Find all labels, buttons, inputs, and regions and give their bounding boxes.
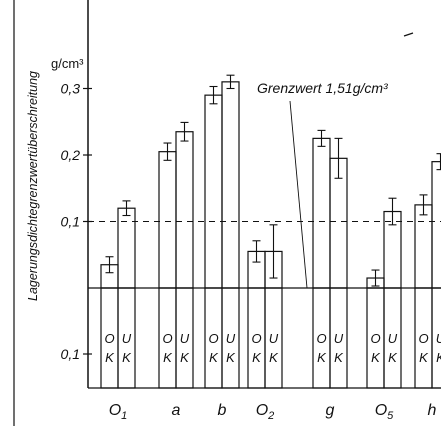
bar-series-marker: K bbox=[122, 350, 132, 365]
y-tick-label: 0,2 bbox=[61, 147, 81, 163]
bar-series-marker: K bbox=[436, 350, 441, 365]
bar-upper bbox=[312, 137, 331, 289]
x-tick-subscript: 2 bbox=[267, 410, 274, 422]
bar-series-marker: K bbox=[163, 350, 173, 365]
bar-series-marker: U bbox=[334, 331, 344, 346]
y-tick-label: 0,1 bbox=[61, 214, 80, 230]
bar-series-marker: K bbox=[252, 350, 262, 365]
bar-upper bbox=[431, 161, 441, 289]
bar-series-marker: O bbox=[418, 331, 428, 346]
y-axis-label: Lagerungsdichtegrenzwertüberschreitung bbox=[26, 71, 40, 301]
reference-lines bbox=[88, 100, 441, 289]
bar-series-marker: O bbox=[104, 331, 114, 346]
bar-upper bbox=[175, 131, 194, 289]
bar-series-marker: K bbox=[419, 350, 429, 365]
y-ticks: 0,3 0,2 0,1 0,1 bbox=[61, 81, 92, 362]
bar-lower bbox=[117, 287, 136, 389]
bar-lower bbox=[175, 287, 194, 389]
bar-series-marker: U bbox=[436, 331, 441, 346]
bar-lower bbox=[329, 287, 348, 389]
x-tick-label: b bbox=[218, 402, 227, 419]
bars: OKUKOKUKOKUKOKUKOKUKOKUKOKUK bbox=[100, 74, 441, 389]
x-tick-label: a bbox=[172, 402, 181, 419]
bar-series-marker: U bbox=[269, 331, 279, 346]
bar-series-marker: K bbox=[334, 350, 344, 365]
bar-series-marker: U bbox=[180, 331, 190, 346]
bar-series-marker: K bbox=[269, 350, 279, 365]
bar-series-marker: O bbox=[316, 331, 326, 346]
bar-upper bbox=[204, 94, 223, 289]
bar-series-marker: K bbox=[371, 350, 381, 365]
bar-series-marker: K bbox=[209, 350, 219, 365]
bar-lower bbox=[383, 287, 402, 389]
y-tick-label: 0,3 bbox=[61, 81, 81, 97]
x-tick-labels: O1 a b O2 g O5 h bbox=[109, 402, 437, 422]
y-tick-label: 0,1 bbox=[61, 346, 80, 362]
stray-mark bbox=[403, 32, 414, 37]
y-unit-label: g/cm³ bbox=[51, 56, 84, 71]
bar-series-marker: O bbox=[208, 331, 218, 346]
x-tick-label: g bbox=[326, 402, 335, 419]
bar-series-marker: O bbox=[370, 331, 380, 346]
x-tick-subscript: 5 bbox=[387, 410, 394, 422]
bar-upper bbox=[414, 204, 433, 289]
bar-series-marker: U bbox=[388, 331, 398, 346]
x-tick-subscript: 1 bbox=[121, 410, 127, 422]
y-axis-title: Lagerungsdichtegrenzwertüberschreitung bbox=[26, 71, 40, 301]
bar-series-marker: K bbox=[388, 350, 398, 365]
threshold-label: Grenzwert 1,51g/cm³ bbox=[257, 80, 388, 96]
x-tick-label: O2 bbox=[256, 402, 275, 422]
bar-series-marker: K bbox=[226, 350, 236, 365]
bar-lower bbox=[264, 287, 283, 389]
threshold-leader-line bbox=[289, 100, 308, 289]
bar-lower bbox=[221, 287, 240, 389]
bar-upper bbox=[221, 81, 240, 289]
bar-series-marker: K bbox=[105, 350, 115, 365]
x-tick-label: h bbox=[428, 402, 437, 419]
bar-upper bbox=[117, 207, 136, 289]
bar-series-marker: O bbox=[251, 331, 261, 346]
bar-series-marker: K bbox=[317, 350, 327, 365]
bar-series-marker: O bbox=[162, 331, 172, 346]
bar-series-marker: U bbox=[122, 331, 132, 346]
bar-upper bbox=[158, 151, 177, 289]
bar-series-marker: U bbox=[226, 331, 236, 346]
x-tick-label: O1 bbox=[109, 402, 128, 422]
bar-series-marker: K bbox=[180, 350, 190, 365]
x-tick-label: O5 bbox=[375, 402, 394, 422]
